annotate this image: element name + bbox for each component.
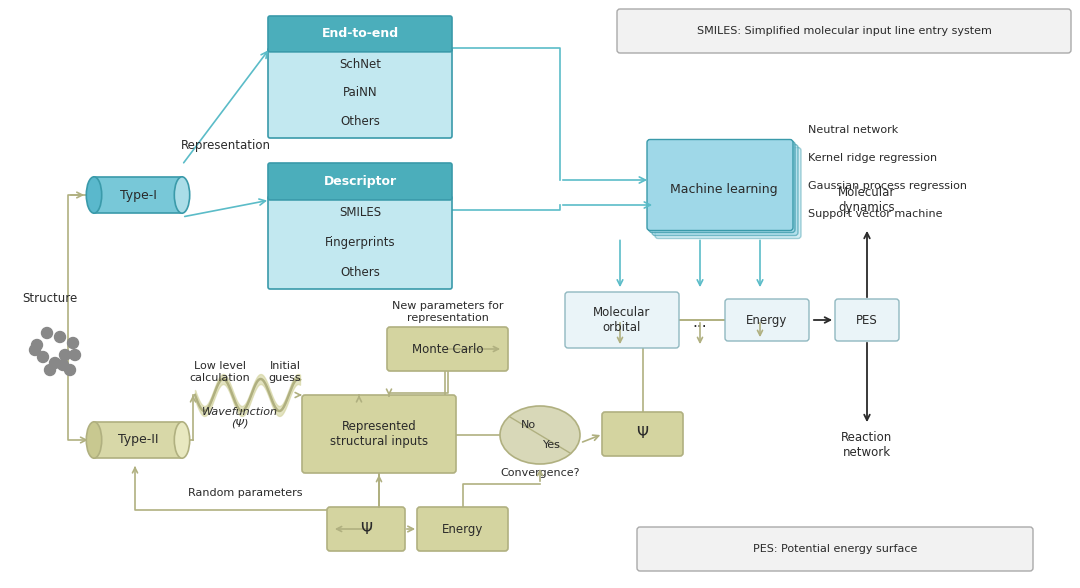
Circle shape [31,339,42,350]
Ellipse shape [86,177,102,213]
FancyBboxPatch shape [835,299,899,341]
Circle shape [54,332,66,342]
Text: Support vector machine: Support vector machine [808,209,943,219]
Text: Wavefunction
(Ψ): Wavefunction (Ψ) [202,407,278,429]
Text: PES: Potential energy surface: PES: Potential energy surface [753,544,917,554]
FancyBboxPatch shape [417,507,508,551]
Text: ...: ... [692,315,707,329]
Text: Reaction
network: Reaction network [841,431,893,459]
Text: Molecular
orbital: Molecular orbital [593,306,650,334]
Text: Low level
calculation: Low level calculation [190,361,251,383]
Text: Machine learning: Machine learning [671,182,778,195]
Circle shape [50,358,60,369]
Text: Yes: Yes [543,440,561,450]
Text: Initial
guess: Initial guess [269,361,301,383]
FancyBboxPatch shape [327,507,405,551]
Circle shape [57,359,68,370]
FancyBboxPatch shape [268,16,453,52]
FancyBboxPatch shape [302,395,456,473]
Text: Gaussian process regression: Gaussian process regression [808,181,967,191]
Text: No: No [521,420,536,430]
FancyBboxPatch shape [268,163,453,200]
Text: Energy: Energy [442,523,483,536]
Text: Convergence?: Convergence? [500,468,580,478]
Text: Others: Others [340,115,380,128]
Circle shape [65,365,76,376]
Circle shape [59,349,70,360]
Text: Random parameters: Random parameters [188,488,302,498]
Circle shape [67,338,79,349]
Text: SchNet: SchNet [339,58,381,71]
FancyBboxPatch shape [602,412,683,456]
FancyBboxPatch shape [652,145,798,236]
FancyBboxPatch shape [647,139,793,230]
FancyBboxPatch shape [94,177,183,213]
Circle shape [29,345,41,356]
Text: Ψ: Ψ [636,426,648,442]
Ellipse shape [86,422,102,458]
Circle shape [69,349,81,360]
FancyBboxPatch shape [94,422,183,458]
Text: Others: Others [340,266,380,279]
Text: Type-II: Type-II [118,433,159,446]
Ellipse shape [174,177,190,213]
FancyBboxPatch shape [617,9,1071,53]
Text: Neutral network: Neutral network [808,125,899,135]
Text: SMILES: SMILES [339,206,381,219]
Text: End-to-end: End-to-end [322,28,399,41]
FancyBboxPatch shape [565,292,679,348]
Text: Structure: Structure [22,292,78,305]
FancyBboxPatch shape [387,327,508,371]
Text: Ψ: Ψ [360,522,372,536]
Text: Representation: Representation [181,139,271,152]
Text: Monte Carlo: Monte Carlo [411,342,483,356]
FancyBboxPatch shape [268,48,453,138]
Text: Energy: Energy [746,313,787,326]
FancyBboxPatch shape [649,142,795,232]
Ellipse shape [174,422,190,458]
FancyBboxPatch shape [654,148,801,239]
FancyBboxPatch shape [637,527,1032,571]
Text: Molecular
dynamics: Molecular dynamics [838,186,895,214]
FancyBboxPatch shape [268,196,453,289]
Text: Represented
structural inputs: Represented structural inputs [329,420,428,448]
Text: Fingerprints: Fingerprints [325,236,395,249]
Text: Descriptor: Descriptor [323,175,396,188]
FancyBboxPatch shape [725,299,809,341]
Text: PaiNN: PaiNN [342,86,377,99]
Text: New parameters for
representation: New parameters for representation [392,301,503,323]
Circle shape [38,352,49,362]
Circle shape [41,328,53,339]
Ellipse shape [500,406,580,464]
Text: Type-I: Type-I [120,189,157,202]
Text: SMILES: Simplified molecular input line entry system: SMILES: Simplified molecular input line … [697,26,991,36]
Circle shape [44,365,55,376]
Text: Kernel ridge regression: Kernel ridge regression [808,153,937,163]
Text: PES: PES [856,313,878,326]
